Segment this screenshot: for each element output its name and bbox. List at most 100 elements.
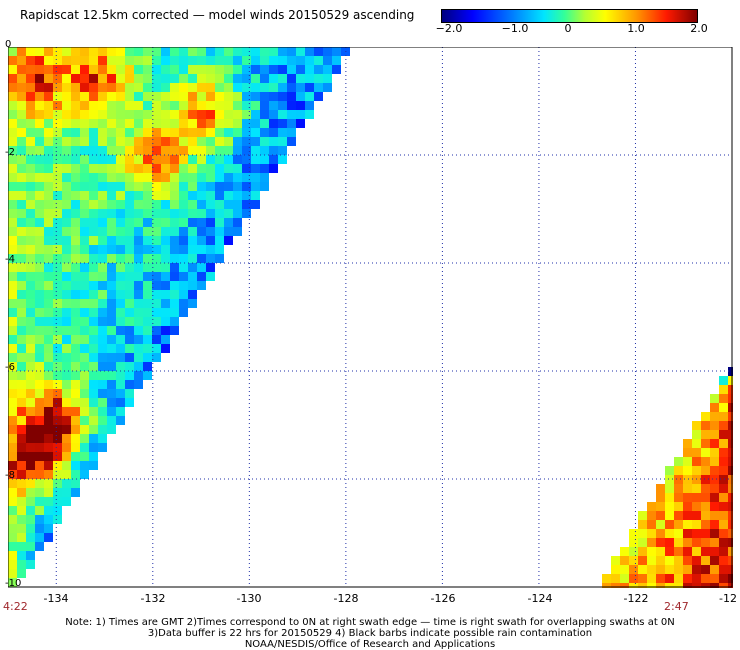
wind-cell [692, 430, 701, 439]
wind-cell [728, 475, 733, 484]
wind-cell [719, 457, 728, 466]
wind-cell [71, 461, 80, 470]
wind-cell [125, 317, 134, 326]
wind-cell [683, 520, 692, 529]
wind-cell [233, 164, 242, 173]
wind-cell [71, 425, 80, 434]
wind-cell [305, 83, 314, 92]
wind-cell [125, 371, 134, 380]
wind-cell [674, 574, 683, 583]
wind-cell [179, 164, 188, 173]
wind-cell [701, 547, 710, 556]
wind-cell [8, 443, 17, 452]
wind-cell [665, 520, 674, 529]
wind-cell [260, 137, 269, 146]
wind-cell [44, 371, 53, 380]
wind-cell [728, 565, 733, 574]
wind-cell [701, 448, 710, 457]
wind-cell [35, 92, 44, 101]
wind-cell [251, 92, 260, 101]
wind-cell [26, 488, 35, 497]
wind-cell [116, 362, 125, 371]
wind-cell [656, 583, 665, 588]
wind-cell [80, 47, 89, 56]
wind-cell [260, 146, 269, 155]
wind-cell [26, 101, 35, 110]
footnote-line-1: Note: 1) Times are GMT 2)Times correspon… [65, 617, 675, 628]
wind-cell [134, 200, 143, 209]
wind-cell [107, 281, 116, 290]
wind-cell [260, 173, 269, 182]
wind-cell [17, 398, 26, 407]
wind-cell [224, 146, 233, 155]
map-frame [8, 47, 733, 588]
wind-cell [107, 317, 116, 326]
wind-cell [260, 74, 269, 83]
wind-cell [125, 137, 134, 146]
wind-cell [125, 227, 134, 236]
wind-cell [35, 281, 44, 290]
wind-cell [44, 290, 53, 299]
wind-cell [224, 65, 233, 74]
wind-cell [53, 470, 62, 479]
wind-cell [71, 200, 80, 209]
wind-cell [98, 416, 107, 425]
wind-cell [53, 209, 62, 218]
wind-cell [674, 529, 683, 538]
wind-cell [278, 137, 287, 146]
wind-cell [116, 182, 125, 191]
wind-cell [143, 335, 152, 344]
wind-cell [8, 461, 17, 470]
wind-cell [17, 263, 26, 272]
wind-cell [170, 74, 179, 83]
wind-cell [242, 110, 251, 119]
wind-cell [683, 574, 692, 583]
wind-cell [71, 263, 80, 272]
wind-cell [125, 209, 134, 218]
wind-cell [233, 218, 242, 227]
wind-cell [179, 137, 188, 146]
wind-cell [161, 101, 170, 110]
wind-cell [8, 290, 17, 299]
wind-cell [710, 394, 719, 403]
wind-cell [8, 560, 17, 569]
wind-cell [62, 110, 71, 119]
wind-cell [296, 47, 305, 56]
swath-time-right: 2:47 [664, 600, 689, 613]
wind-cell [116, 245, 125, 254]
wind-cell [242, 92, 251, 101]
wind-cell [62, 452, 71, 461]
wind-cell [197, 191, 206, 200]
wind-cell [107, 83, 116, 92]
wind-cell [206, 227, 215, 236]
wind-cell [125, 398, 134, 407]
wind-cell [188, 164, 197, 173]
wind-cell [674, 502, 683, 511]
wind-cell [125, 47, 134, 56]
wind-cell [125, 344, 134, 353]
wind-cell [710, 448, 719, 457]
wind-cell [107, 380, 116, 389]
wind-cell [701, 538, 710, 547]
wind-cell [683, 457, 692, 466]
wind-cell [179, 56, 188, 65]
wind-cell [26, 56, 35, 65]
wind-cell [665, 466, 674, 475]
wind-cell [152, 218, 161, 227]
wind-cell [98, 371, 107, 380]
wind-cell [62, 308, 71, 317]
wind-cell [719, 574, 728, 583]
wind-cell [80, 389, 89, 398]
wind-cell [143, 245, 152, 254]
wind-cell [656, 493, 665, 502]
wind-cell [143, 344, 152, 353]
wind-cell [134, 290, 143, 299]
wind-cell [710, 556, 719, 565]
wind-cell [233, 200, 242, 209]
wind-cell [53, 263, 62, 272]
wind-cell [53, 101, 62, 110]
wind-cell [98, 353, 107, 362]
wind-cell [728, 412, 733, 421]
wind-cell [269, 119, 278, 128]
wind-cell [107, 218, 116, 227]
